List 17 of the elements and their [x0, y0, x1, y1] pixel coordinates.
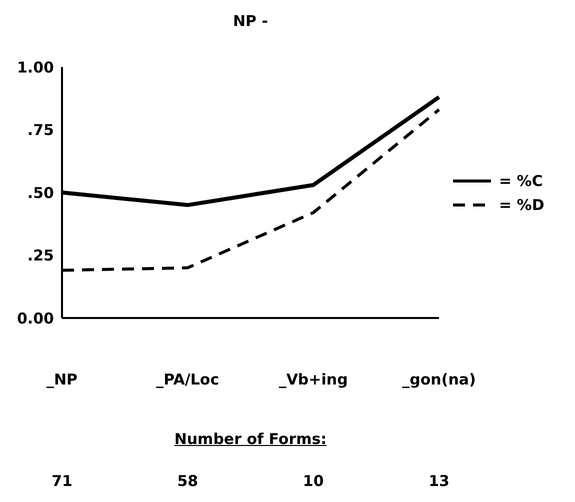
- text: 13: [428, 472, 450, 490]
- text: Number of Forms:: [173, 430, 328, 448]
- legend-label: = %C: [499, 172, 543, 190]
- y-tick-label: .75: [27, 121, 54, 140]
- y-tick-label: .25: [27, 246, 54, 265]
- y-tick-label: 0.00: [16, 309, 54, 328]
- x-tick-label: _PA/Loc: [156, 370, 220, 389]
- x-tick-label: _NP: [46, 370, 78, 389]
- y-tick-label: .50: [27, 184, 54, 202]
- chart-title: NP -: [232, 12, 269, 30]
- legend-label: = %D: [499, 196, 544, 214]
- text: 58: [176, 472, 200, 490]
- x-tick-label: _gon(na): [402, 370, 476, 389]
- text: 10: [302, 472, 325, 490]
- text: 71: [50, 472, 74, 490]
- y-tick-label: 1.00: [16, 58, 54, 76]
- x-tick-label: _Vb+ing: [278, 370, 348, 389]
